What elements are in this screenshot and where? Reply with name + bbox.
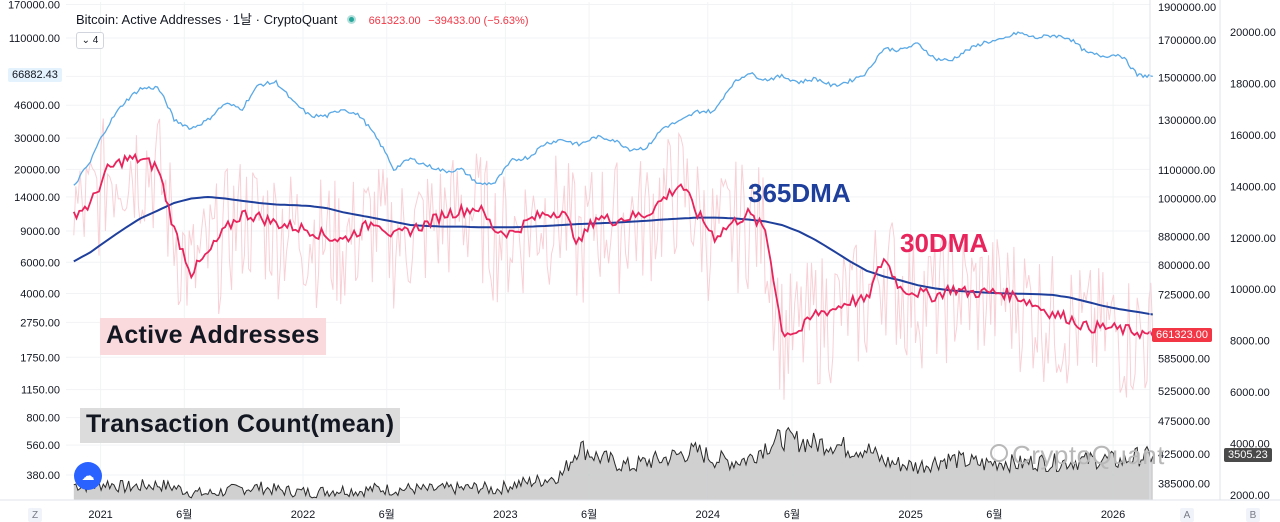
x-axis-tick-label: 6월 [986, 508, 1002, 521]
left-axis-tick-label: 110000.00 [9, 33, 60, 45]
x-axis-tick-label: 2025 [898, 509, 922, 521]
tx-count-line [73, 426, 1154, 499]
left-axis-tick-label: 6000.00 [20, 257, 60, 269]
left-axis-tick-label: 46000.00 [14, 100, 60, 112]
symbol-title[interactable]: Bitcoin: Active Addresses [76, 12, 222, 27]
active-addresses-raw-series [73, 118, 1154, 400]
tx-count-series [73, 426, 1154, 500]
right-axis-tick-label: 475000.00 [1158, 416, 1210, 428]
last-value: 661323.00 [368, 15, 421, 27]
left-axis-tick-label: 14000.00 [14, 192, 60, 204]
right-axis-tick-label: 425000.00 [1158, 449, 1210, 461]
watermark-logo-icon [990, 444, 1008, 462]
source-label: CryptoQuant [263, 12, 338, 27]
auto-scale-button[interactable]: A [1180, 508, 1194, 522]
tx-axis-tick-label: 12000.00 [1230, 233, 1276, 245]
right-axis-tick-label: 880000.00 [1158, 232, 1210, 244]
left-axis-tick-label: 4000.00 [20, 289, 60, 301]
chart-header: Bitcoin: Active Addresses · 1날 · CryptoQ… [76, 9, 529, 28]
watermark: CryptoQuant [1012, 440, 1165, 470]
dma365-annotation: 365DMA [748, 178, 851, 208]
x-axis-tick-label: 2023 [493, 509, 517, 521]
active-addresses-tag: 661323.00 [1152, 328, 1212, 343]
tx-axis-tick-label: 2000.00 [1230, 490, 1270, 502]
tx-axis-tick-label: 16000.00 [1230, 130, 1276, 142]
dma30-series [72, 152, 1154, 340]
x-axis-tick-label: 2026 [1101, 509, 1125, 521]
right-axis-tick-label: 585000.00 [1158, 354, 1210, 366]
indicator-count: 4 [92, 35, 99, 46]
separator-dot: · [224, 12, 233, 27]
right-axis-tick-label: 725000.00 [1158, 290, 1210, 302]
left-axis-tick-label: 1150.00 [21, 385, 60, 397]
tx-axis-tick-label: 8000.00 [1230, 336, 1270, 348]
x-axis-tick-label: 6월 [176, 508, 192, 521]
btc-price-line [73, 31, 1153, 186]
indicators-toggle-button[interactable]: ⌄ 4 [76, 32, 104, 49]
active-addresses-annotation: Active Addresses [100, 318, 326, 355]
tx-axis-tick-label: 18000.00 [1230, 78, 1276, 90]
left-axis-tick-label: 1750.00 [20, 352, 60, 364]
btc-price-tag: 66882.43 [8, 68, 62, 83]
separator-dot: · [255, 12, 264, 27]
left-axis-tick-label: 20000.00 [14, 164, 60, 176]
tx-axis-tick-label: 4000.00 [1230, 439, 1270, 451]
x-axis-tick-label: 6월 [379, 508, 395, 521]
change-value: −39433.00 (−5.63%) [428, 15, 529, 27]
tx-count-area [73, 427, 1153, 500]
tradingview-logo-icon[interactable]: ☁ [74, 462, 102, 490]
x-axis-tick-label: 2024 [695, 509, 719, 521]
right-axis-tick-label: 1100000.00 [1158, 165, 1215, 177]
left-axis-tick-label: 380.00 [26, 470, 60, 482]
tx-count-tag: 3505.23 [1224, 448, 1272, 463]
x-axis-tick-label: 2022 [291, 509, 315, 521]
left-axis-tick-label: 170000.00 [8, 0, 60, 11]
chevron-down-icon: ⌄ [81, 35, 91, 46]
right-axis-tick-label: 800000.00 [1158, 260, 1210, 272]
right-axis-tick-label: 1500000.00 [1158, 72, 1216, 84]
tx-axis-tick-label: 20000.00 [1230, 27, 1276, 39]
x-axis-tick-label: 6월 [784, 508, 800, 521]
right-axis-tick-label: 1700000.00 [1158, 35, 1216, 47]
x-axis-tick-label: 6월 [581, 508, 597, 521]
active-addresses-raw-line [73, 118, 1154, 400]
right-axis-tick-label: 1300000.00 [1158, 115, 1216, 127]
tx-axis-tick-label: 10000.00 [1230, 284, 1276, 296]
tx-count-annotation: Transaction Count(mean) [80, 408, 401, 443]
right-axis-tick-label: 525000.00 [1158, 386, 1210, 398]
market-status-icon [346, 15, 356, 24]
left-axis-tick-label: 30000.00 [14, 133, 60, 145]
left-axis-tick-label: 9000.00 [20, 226, 60, 238]
right-axis-tick-label: 1000000.00 [1158, 193, 1216, 205]
tx-axis-tick-label: 6000.00 [1230, 387, 1270, 399]
right-axis-tick-label: 385000.00 [1158, 479, 1210, 491]
left-axis-tick-label: 800.00 [26, 413, 60, 425]
btc-price-series [73, 31, 1153, 186]
timezone-button[interactable]: Z [28, 508, 42, 522]
tx-axis-tick-label: 14000.00 [1230, 181, 1276, 193]
right-axis-tick-label: 1900000.00 [1158, 2, 1216, 14]
dma30-annotation: 30DMA [900, 228, 989, 258]
log-scale-button[interactable]: B [1246, 508, 1260, 522]
left-axis-tick-label: 560.00 [26, 440, 60, 452]
left-axis-tick-label: 2750.00 [20, 317, 60, 329]
dma30-line [72, 152, 1154, 340]
interval-label[interactable]: 1날 [232, 12, 253, 27]
x-axis-tick-label: 2021 [88, 509, 112, 521]
